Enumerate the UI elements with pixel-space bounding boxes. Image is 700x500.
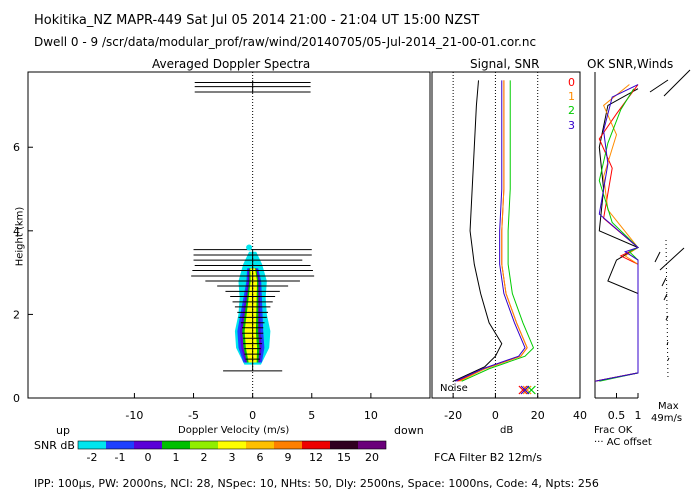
spectra-peak-marker bbox=[246, 244, 253, 251]
snr-xtick-label-3: 40 bbox=[573, 409, 587, 422]
winds-panel-title: OK SNR,Winds bbox=[587, 57, 674, 71]
noise-mark-3 bbox=[520, 385, 530, 395]
ac-offset-trace bbox=[665, 239, 669, 381]
snr-xtick-label-0: -20 bbox=[444, 409, 462, 422]
noise-mark-1 bbox=[522, 385, 532, 395]
colorbar-level-9: 15 bbox=[337, 451, 351, 464]
param-footer: IPP: 100μs, PW: 2000ns, NCI: 28, NSpec: … bbox=[34, 477, 599, 490]
noise-mark-2 bbox=[526, 385, 536, 395]
frac-ok-label: Frac OK bbox=[594, 425, 633, 436]
spectra-xtick-label-4: 10 bbox=[364, 409, 378, 422]
max-label: Max bbox=[658, 401, 679, 412]
spectra-contour-yellow bbox=[244, 268, 258, 363]
spectra-ytick-label-2: 4 bbox=[13, 225, 20, 238]
colorbar-swatch-6 bbox=[246, 441, 274, 449]
snr-xtick-label-1: 0 bbox=[492, 409, 499, 422]
colorbar-level-1: -1 bbox=[115, 451, 126, 464]
colorbar-level-2: 0 bbox=[145, 451, 152, 464]
noise-label: Noise bbox=[440, 383, 468, 394]
spectra-ytick-label-0: 0 bbox=[13, 392, 20, 405]
snr-plot-frame bbox=[431, 71, 581, 399]
spectra-panel-title: Averaged Doppler Spectra bbox=[152, 57, 311, 71]
max-value: 49m/s bbox=[651, 413, 683, 424]
colorbar-level-5: 3 bbox=[229, 451, 236, 464]
colorbar-swatch-3 bbox=[162, 441, 190, 449]
frac-ok-series-3 bbox=[598, 88, 639, 382]
beam-label-0: 0 bbox=[568, 76, 575, 89]
colorbar-level-4: 2 bbox=[201, 451, 208, 464]
snr-series-0 bbox=[452, 80, 503, 382]
spectra-xtick-label-1: -5 bbox=[188, 409, 199, 422]
colorbar-swatch-4 bbox=[190, 441, 218, 449]
plot-header-title: Hokitika_NZ MAPR-449 Sat Jul 05 2014 21:… bbox=[34, 13, 480, 28]
snr-series-3 bbox=[461, 80, 535, 382]
spectra-xtick-label-3: 5 bbox=[308, 409, 315, 422]
wind-barb-8 bbox=[667, 357, 670, 361]
snr-series-4 bbox=[455, 80, 526, 382]
wind-barb-0 bbox=[649, 79, 669, 93]
colorbar-swatch-1 bbox=[106, 441, 134, 449]
colorbar-swatch-10 bbox=[358, 441, 386, 449]
wind-barb-4 bbox=[661, 277, 667, 287]
beam-label-2: 2 bbox=[568, 104, 575, 117]
colorbar-level-0: -2 bbox=[87, 451, 98, 464]
x-axis-label: Doppler Velocity (m/s) bbox=[178, 425, 290, 436]
wind-barb-1 bbox=[663, 69, 691, 97]
colorbar-level-10: 20 bbox=[365, 451, 379, 464]
colorbar-swatch-9 bbox=[330, 441, 358, 449]
fca-filter-label: FCA Filter B2 12m/s bbox=[434, 451, 542, 464]
wind-barb-2 bbox=[654, 251, 661, 263]
plot-header-file: Dwell 0 - 9 /scr/data/modular_prof/raw/w… bbox=[34, 35, 537, 49]
wind-barb-6 bbox=[665, 315, 669, 321]
spectra-xtick-label-2: 0 bbox=[249, 409, 256, 422]
spectra-ytick-label-1: 2 bbox=[13, 308, 20, 321]
frac-ok-series-2 bbox=[594, 84, 639, 382]
colorbar-level-8: 12 bbox=[309, 451, 323, 464]
spectra-xtick-label-0: -10 bbox=[125, 409, 143, 422]
beam-label-1: 1 bbox=[568, 90, 575, 103]
beam-label-3: 3 bbox=[568, 119, 575, 132]
snr-series-2 bbox=[459, 80, 528, 382]
colorbar-level-3: 1 bbox=[173, 451, 180, 464]
colorbar-level-7: 9 bbox=[285, 451, 292, 464]
colorbar-swatch-5 bbox=[218, 441, 246, 449]
noise-mark-0 bbox=[518, 385, 528, 395]
frac-ok-series-4 bbox=[594, 84, 639, 382]
down-label: down bbox=[394, 424, 424, 437]
colorbar-frame bbox=[77, 440, 387, 450]
colorbar-swatch-8 bbox=[302, 441, 330, 449]
spectra-ytick-label-3: 6 bbox=[13, 141, 20, 154]
ac-offset-label: ··· AC offset bbox=[594, 437, 652, 448]
colorbar-swatch-0 bbox=[78, 441, 106, 449]
colorbar-swatch-2 bbox=[134, 441, 162, 449]
snr-x-label: dB bbox=[500, 425, 514, 436]
winds-xtick-label-1: 1 bbox=[635, 409, 642, 422]
wind-barb-3 bbox=[659, 247, 685, 271]
frac-ok-series-1 bbox=[594, 84, 639, 382]
spectra-plot-frame bbox=[27, 71, 431, 399]
frac-ok-series-0 bbox=[594, 88, 640, 382]
snr-xtick-label-2: 20 bbox=[531, 409, 545, 422]
wind-barb-5 bbox=[663, 293, 668, 301]
snr-series-1 bbox=[457, 80, 528, 382]
colorbar-level-6: 6 bbox=[257, 451, 264, 464]
colorbar-swatch-7 bbox=[274, 441, 302, 449]
colorbar-label: SNR dB bbox=[34, 439, 75, 452]
winds-xtick-label-0: 0.5 bbox=[608, 409, 626, 422]
snr-panel-title: Signal, SNR bbox=[470, 57, 540, 71]
up-label: up bbox=[56, 424, 70, 437]
